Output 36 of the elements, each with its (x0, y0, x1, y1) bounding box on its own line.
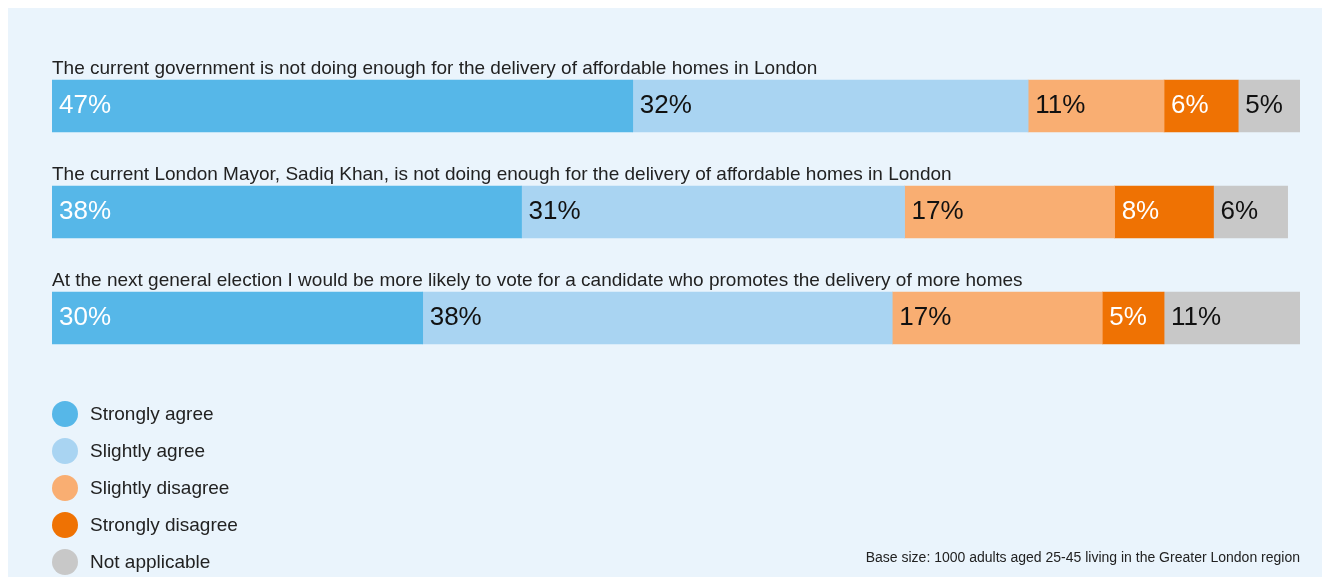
bar (422, 291, 893, 345)
bar (1163, 291, 1300, 345)
bar (52, 185, 522, 239)
legend-label: Strongly agree (90, 402, 214, 425)
data-label: 6% (1171, 89, 1209, 120)
legend-label: Strongly disagree (90, 513, 238, 536)
data-label: 11% (1171, 301, 1222, 332)
y-tick-label: At the next general election I would be more likely to vote for a candidate who promotes the delivery of more homes (52, 269, 1023, 290)
data-label: 17% (899, 301, 952, 332)
data-label: 5% (1245, 89, 1283, 120)
bar (904, 185, 1115, 239)
bar (1027, 79, 1165, 133)
data-label: 8% (1121, 195, 1160, 226)
text: Base size: 1000 adults aged 25-45 living in the Greater London region (865, 549, 1300, 565)
legend-label: Not applicable (90, 550, 211, 573)
data-label: 47% (59, 89, 112, 120)
data-label: 31% (528, 195, 581, 226)
legend-label: Slightly agree (90, 439, 206, 462)
bar (52, 291, 424, 345)
data-label: 30% (59, 301, 112, 332)
bar (891, 291, 1103, 345)
data-label: 11% (1035, 89, 1086, 120)
bar (1114, 185, 1214, 239)
data-label: 5% (1109, 301, 1147, 332)
bar (1163, 79, 1239, 133)
data-label: 38% (59, 195, 112, 226)
bar (52, 79, 634, 133)
y-tick-label: The current government is not doing enough for the delivery of affordable homes in London (52, 57, 818, 78)
y-tick-label: The current London Mayor, Sadiq Khan, is not doing enough for the delivery of affordable homes in London (52, 163, 952, 184)
bar (521, 185, 905, 239)
data-label: 32% (639, 89, 692, 120)
data-label: 38% (429, 301, 482, 332)
data-label: 6% (1220, 195, 1259, 226)
legend-label: Slightly disagree (90, 476, 230, 499)
data-label: 17% (911, 195, 964, 226)
bar (632, 79, 1029, 133)
